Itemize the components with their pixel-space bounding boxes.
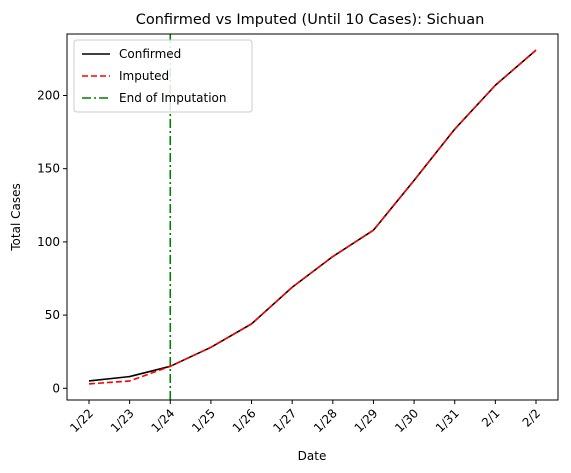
y-axis-label: Total Cases	[9, 183, 23, 251]
plot-area	[88, 34, 537, 400]
x-tick-label: 2/2	[520, 406, 544, 430]
x-tick-label: 1/22	[67, 406, 96, 435]
legend-label: End of Imputation	[119, 91, 227, 105]
x-axis-ticks: 1/22 1/23 1/24 1/25 1/26 1/27 1/28 1/29 1/30 1/31…	[67, 400, 543, 435]
x-tick-label: 1/25	[189, 406, 218, 435]
y-tick-label: 50	[45, 308, 60, 322]
x-tick-label: 1/27	[270, 406, 299, 435]
series-line-imputed	[88, 49, 537, 385]
x-tick-label: 1/26	[230, 406, 259, 435]
y-axis-ticks: 0 50 100 150 200	[37, 88, 67, 395]
x-tick-label: 1/30	[392, 406, 421, 435]
y-tick-label: 150	[37, 162, 60, 176]
y-tick-label: 0	[52, 381, 60, 395]
chart-title: Confirmed vs Imputed (Until 10 Cases): S…	[136, 12, 485, 28]
y-tick-label: 100	[37, 235, 60, 249]
y-tick-label: 200	[37, 88, 60, 102]
x-tick-label: 1/29	[352, 406, 381, 435]
x-tick-label: 1/23	[108, 406, 137, 435]
x-axis-label: Date	[298, 449, 327, 463]
legend: Confirmed Imputed End of Imputation	[73, 39, 253, 113]
x-tick-label: 1/31	[433, 406, 462, 435]
x-tick-label: 2/1	[479, 406, 503, 430]
axes-frame	[66, 33, 559, 401]
legend-box	[73, 39, 253, 113]
x-tick-label: 1/24	[148, 406, 177, 435]
x-tick-label: 1/28	[311, 406, 340, 435]
legend-label: Confirmed	[119, 47, 181, 61]
legend-label: Imputed	[119, 69, 169, 83]
